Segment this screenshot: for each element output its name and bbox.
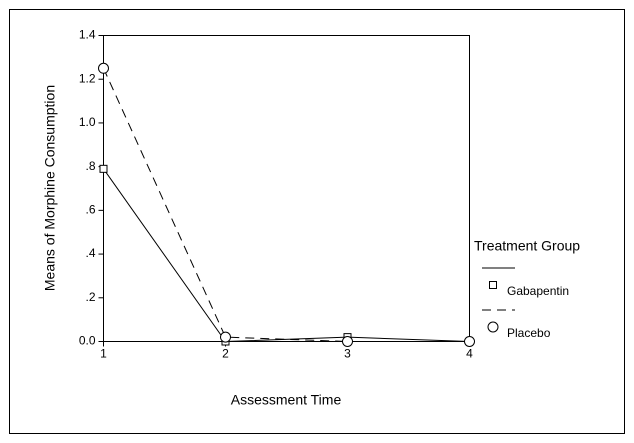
plot-frame bbox=[103, 35, 470, 342]
y-tick-label: .6 bbox=[85, 203, 95, 217]
marker bbox=[489, 281, 497, 289]
y-axis-label: Means of Morphine Consumption bbox=[42, 85, 58, 291]
marker bbox=[487, 321, 499, 333]
x-tick-label: 3 bbox=[344, 347, 351, 361]
y-tick-label: .2 bbox=[85, 290, 95, 304]
marker bbox=[98, 62, 109, 74]
y-tick-label: 1.0 bbox=[79, 115, 96, 129]
marker bbox=[99, 164, 108, 173]
legend-title: Treatment Group bbox=[474, 238, 580, 254]
series-line bbox=[103, 168, 470, 343]
y-tick-label: .4 bbox=[85, 246, 95, 260]
x-tick-label: 4 bbox=[466, 347, 473, 361]
y-tick-label: 1.4 bbox=[79, 28, 96, 42]
chart-border bbox=[9, 9, 625, 434]
legend-label: Placebo bbox=[507, 326, 551, 340]
marker bbox=[342, 336, 353, 347]
marker bbox=[220, 331, 231, 343]
legend-label: Gabapentin bbox=[507, 284, 569, 298]
y-tick-label: 1.2 bbox=[79, 71, 96, 85]
x-tick-label: 2 bbox=[222, 347, 229, 361]
x-tick-label: 1 bbox=[100, 347, 107, 361]
marker bbox=[464, 336, 475, 347]
y-tick-label: 0.0 bbox=[79, 334, 96, 348]
x-axis-label: Assessment Time bbox=[231, 392, 342, 408]
y-tick-label: .8 bbox=[85, 159, 95, 173]
